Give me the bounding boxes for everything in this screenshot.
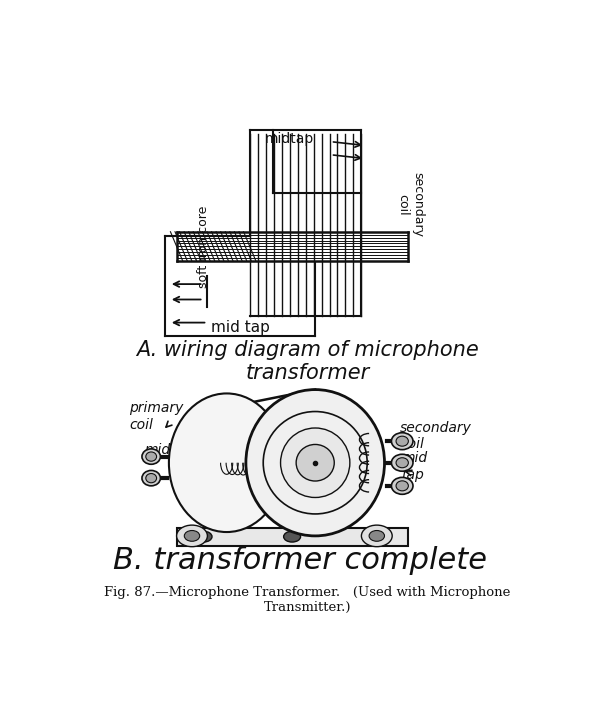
Text: B. transformer complete: B. transformer complete (113, 546, 487, 575)
Ellipse shape (184, 530, 200, 541)
Text: midtap: midtap (265, 132, 314, 147)
Ellipse shape (281, 428, 350, 498)
Ellipse shape (372, 531, 389, 542)
Ellipse shape (296, 444, 334, 481)
Ellipse shape (391, 454, 413, 471)
Text: A. wiring diagram of microphone
transformer: A. wiring diagram of microphone transfor… (136, 340, 479, 383)
Ellipse shape (169, 394, 284, 532)
Text: mid tap: mid tap (211, 320, 270, 335)
Ellipse shape (396, 458, 409, 468)
Ellipse shape (396, 436, 409, 446)
Ellipse shape (391, 477, 413, 494)
Ellipse shape (391, 433, 413, 450)
Ellipse shape (361, 525, 392, 547)
Ellipse shape (284, 531, 301, 542)
Ellipse shape (142, 471, 160, 486)
Ellipse shape (396, 481, 409, 491)
Ellipse shape (146, 473, 157, 483)
Ellipse shape (246, 389, 385, 536)
Ellipse shape (195, 531, 212, 542)
Text: midtap: midtap (144, 443, 193, 456)
Ellipse shape (176, 525, 208, 547)
Text: mid
tap: mid tap (401, 451, 428, 482)
Text: secondary
coil: secondary coil (396, 172, 424, 237)
Text: primary
coil: primary coil (129, 402, 183, 431)
Polygon shape (176, 528, 407, 546)
Ellipse shape (146, 452, 157, 461)
Text: Fig. 87.—Microphone Transformer.   (Used with Microphone
Transmitter.): Fig. 87.—Microphone Transformer. (Used w… (104, 586, 511, 614)
Ellipse shape (142, 449, 160, 464)
Ellipse shape (369, 530, 385, 541)
Text: soft iron core: soft iron core (197, 206, 210, 288)
Text: secondary
coil: secondary coil (400, 421, 472, 451)
